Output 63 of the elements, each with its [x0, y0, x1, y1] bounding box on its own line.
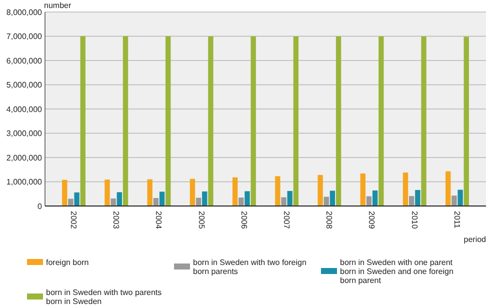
legend-label: born in Sweden with two foreign born parents [193, 258, 306, 276]
bar [446, 171, 451, 206]
bar [250, 36, 256, 206]
bar [421, 36, 426, 206]
bar [458, 190, 463, 206]
bar [166, 36, 171, 206]
bar [208, 36, 214, 206]
bar [293, 36, 299, 206]
y-tick-label: 0 [38, 202, 43, 211]
x-tick-label: 2007 [282, 211, 292, 230]
bar [409, 196, 414, 206]
bar [159, 192, 165, 206]
legend-label: born in Sweden with one parent born in Sweden and one foreign born parent [340, 258, 454, 286]
bar [232, 177, 238, 206]
y-tick-label: 6,000,000 [6, 56, 43, 66]
x-tick-label: 2008 [324, 211, 334, 230]
bar [116, 192, 122, 206]
bar [402, 172, 408, 206]
y-tick-label: 2,000,000 [6, 153, 43, 162]
y-tick-label: 3,000,000 [6, 129, 43, 138]
bar [190, 178, 196, 206]
bar [336, 36, 342, 206]
y-tick-label: 1,000,000 [6, 178, 43, 187]
x-tick-label: 2009 [367, 211, 376, 230]
x-tick-label: 2011 [452, 211, 462, 229]
legend-label: born in Sweden with two parents born in Sweden [46, 288, 162, 306]
bar [464, 36, 469, 206]
bar [452, 196, 457, 206]
bar [360, 174, 366, 206]
bar [238, 198, 244, 206]
bar [318, 174, 323, 206]
bar [415, 190, 420, 206]
bar [244, 191, 250, 206]
bar [287, 190, 292, 206]
bar [202, 191, 208, 206]
bar [366, 196, 372, 206]
x-tick-label: 2004 [154, 211, 164, 230]
bar [104, 180, 110, 206]
y-axis-title: number [44, 1, 72, 10]
x-tick-label: 2010 [410, 211, 419, 230]
x-axis-title: period [464, 235, 486, 244]
bar [122, 36, 128, 206]
y-tick-label: 5,000,000 [6, 80, 43, 90]
y-tick-label: 8,000,000 [6, 8, 43, 17]
y-tick-label: 4,000,000 [6, 104, 43, 114]
bar [281, 197, 286, 206]
x-tick-label: 2003 [112, 211, 121, 230]
bar [68, 198, 74, 206]
bar [110, 198, 116, 206]
bar [153, 198, 159, 206]
y-tick-label: 7,000,000 [6, 32, 43, 42]
bar [372, 190, 378, 206]
bar [330, 190, 336, 206]
bar [80, 36, 86, 206]
bar [74, 192, 80, 206]
bar [378, 36, 384, 206]
bar [62, 180, 68, 206]
x-tick-label: 2002 [68, 211, 78, 230]
legend-label: foreign born [46, 258, 89, 267]
bar [275, 176, 280, 206]
bar [147, 179, 152, 206]
x-tick-label: 2005 [196, 211, 206, 230]
x-tick-label: 2006 [239, 211, 248, 230]
